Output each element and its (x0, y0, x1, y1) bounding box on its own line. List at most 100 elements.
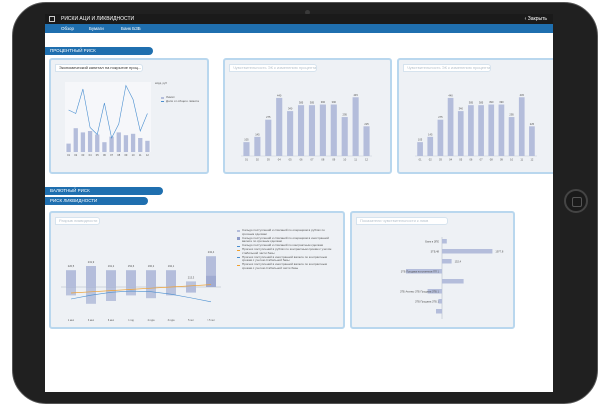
legend-item: Прогноз поступлений в рублях по контракт… (237, 247, 337, 255)
data-label: 191,2 (108, 264, 115, 268)
y-tick-label: ЗТБ,48 (431, 249, 440, 253)
x-tick-label: 12 (146, 153, 149, 157)
bar (437, 119, 444, 156)
liquidity-gap-legend: Сальдо поступлений и списаний по операци… (237, 228, 337, 271)
bar (406, 269, 442, 274)
panel-economic-capital[interactable]: Экономический капитал на покрытие проц..… (49, 58, 209, 174)
bar (468, 105, 474, 156)
series-line (70, 284, 212, 294)
bar (254, 136, 261, 156)
economic-capital-chart: млрд. руб 01 02 03 04 05 06 07 08 09 10 11 12 (65, 81, 167, 157)
bar (276, 97, 283, 156)
x-tick-label: 1 год (128, 319, 134, 322)
x-tick-label: 03 (439, 158, 442, 162)
series-line (70, 290, 212, 303)
bar (166, 287, 176, 296)
data-label: 160,2 (148, 264, 155, 268)
section-interest-risk[interactable]: ПРОЦЕНТНЫЙ РИСК (45, 47, 153, 55)
bar (363, 126, 370, 156)
bar (478, 105, 484, 156)
x-tick-label: 02 (74, 153, 77, 157)
data-label: 145 (255, 132, 260, 136)
book-icon[interactable] (49, 16, 55, 22)
plot-area (65, 82, 151, 152)
bar (265, 119, 272, 156)
bar (66, 287, 76, 296)
tab-bank[interactable]: Банк БЗБ (121, 26, 141, 31)
tab-overview[interactable]: Обзор (61, 26, 74, 31)
data-label: 152,6 (128, 264, 135, 268)
bar (106, 287, 116, 301)
panel-title: Чувствительность ЭК к изменению процента (229, 64, 317, 72)
panel-sensitivity-1[interactable]: Чувствительность ЭК к изменению процента… (223, 58, 392, 174)
data-label: 385 (310, 101, 315, 105)
close-button[interactable]: ‹ Закрыть (524, 16, 547, 22)
bar (498, 104, 505, 156)
x-tick-label: 5 лет (188, 319, 195, 322)
x-tick-label: 6 мес (108, 319, 115, 322)
x-tick-label: 10 (343, 158, 346, 162)
bar (206, 256, 216, 287)
bar (447, 97, 454, 156)
bar (508, 117, 515, 156)
section-liquidity-label: РИСК ЛИКВИДНОСТИ (50, 198, 98, 203)
data-label: 152,4 (455, 259, 462, 263)
tab-securities[interactable]: Бумаги (89, 26, 104, 31)
bar (66, 143, 71, 152)
bar (442, 239, 447, 244)
legend-item: Прогноз поступлений в иностранной валюте… (237, 263, 337, 270)
data-label: 1977,8 (495, 249, 503, 253)
bar (80, 132, 86, 152)
data-label: 440 (277, 93, 282, 97)
bar (488, 104, 495, 156)
data-label: 275 (266, 115, 271, 119)
bar (319, 104, 326, 156)
legend-item: Прогноз поступлений в иностранной валюте… (237, 255, 337, 263)
x-tick-label: 1 мес (68, 319, 75, 322)
camera (305, 10, 310, 15)
x-tick-label: 09 (124, 153, 127, 157)
section-liquidity-risk[interactable]: РИСК ЛИКВИДНОСТИ (45, 197, 148, 205)
data-label: 295 (343, 113, 348, 117)
bar (330, 104, 337, 156)
sensitivity-chart-2: 105 01 145 02 275 03 440 04 340 05 385 06 385 07 390 08… (415, 93, 537, 162)
data-label: 385 (469, 101, 474, 105)
bar (146, 287, 156, 299)
panel-title: Чувствительность ЭК к изменению процента (403, 64, 491, 72)
bar (206, 275, 216, 287)
tab-bar: Обзор Бумаги Банк БЗБ (45, 24, 553, 33)
x-tick-label: 01 (67, 153, 70, 157)
bar (442, 259, 452, 264)
bar (427, 289, 442, 294)
x-tick-label: 11 (354, 158, 357, 162)
bar (86, 266, 96, 287)
x-tick-label: 11 (520, 158, 523, 162)
panel-sensitivity-2[interactable]: Чувствительность ЭК к изменению процента… (397, 58, 553, 174)
app-screen: РИСКИ АЦИ И ЛИКВИДНОСТИ ‹ Закрыть Обзор … (45, 14, 553, 392)
x-tick-label: 3 года (168, 319, 175, 322)
data-label: 440 (448, 93, 453, 97)
bar (87, 131, 93, 152)
data-label: 275 (438, 115, 443, 119)
x-tick-label: > 5 лет (207, 319, 216, 322)
bar (529, 126, 535, 156)
x-tick-label: 09 (332, 158, 335, 162)
liquidity-sensitivity-chart: Банк в ЗПЕ ЗТБ,48 1977,8 152,4 ЗТБ Продажа н… (400, 237, 504, 319)
top-bar: РИСКИ АЦИ И ЛИКВИДНОСТИ ‹ Закрыть (45, 14, 553, 24)
bar (438, 299, 442, 304)
panel-liquidity-gap[interactable]: Разрыв ликвидности 220,5 1 мес 231,9 3 мес 1… (49, 211, 345, 329)
panel-liquidity-sensitivity[interactable]: Показатели чувствительности к ликв Банк … (350, 211, 515, 329)
x-tick-label: 10 (510, 158, 513, 162)
home-button[interactable] (564, 189, 588, 213)
x-tick-label: 08 (117, 153, 120, 157)
x-tick-label: 01 (419, 158, 422, 162)
bar (109, 136, 114, 152)
data-label: 105 (418, 138, 423, 142)
x-tick-label: 06 (300, 158, 303, 162)
bar (102, 142, 107, 152)
y-tick-label: ЗТБ Продажа на клиентов ПП 1 (401, 269, 440, 273)
x-tick-label: 07 (311, 158, 314, 162)
data-label: 390 (321, 100, 326, 104)
section-currency-risk[interactable]: ВАЛЮТНЫЙ РИСК (45, 187, 163, 195)
x-tick-label: 04 (89, 153, 92, 157)
